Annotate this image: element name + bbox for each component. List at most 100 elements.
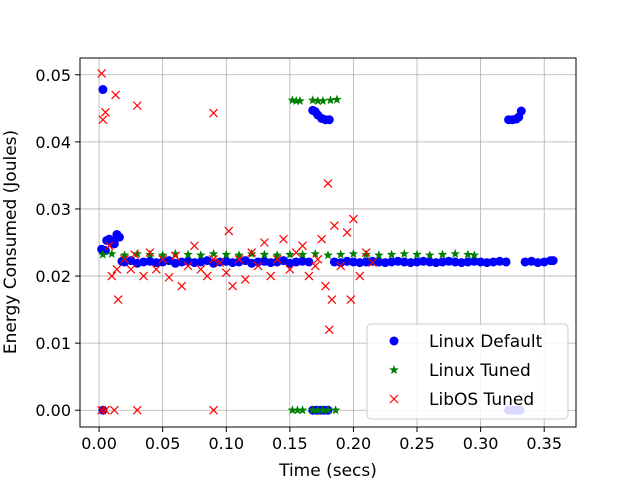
y-axis-label: Energy Consumed (Joules) xyxy=(1,130,21,354)
data-point xyxy=(259,249,270,259)
data-point xyxy=(335,249,346,259)
data-point xyxy=(368,258,377,268)
data-point xyxy=(240,274,250,284)
legend-item: Linux Default xyxy=(389,332,543,352)
data-point xyxy=(298,241,307,251)
data-point xyxy=(98,249,108,259)
data-point xyxy=(132,101,142,111)
data-point xyxy=(374,250,384,260)
data-point xyxy=(101,405,110,415)
data-point xyxy=(304,271,314,281)
y-tick-label: 0.01 xyxy=(35,334,71,353)
legend-item: LibOS Tuned xyxy=(389,390,534,410)
data-point xyxy=(247,248,257,257)
data-point xyxy=(208,248,219,258)
x-tick-label: 0.30 xyxy=(463,434,499,453)
data-point xyxy=(463,249,473,259)
data-point xyxy=(130,250,140,260)
data-point xyxy=(323,250,333,260)
data-point xyxy=(291,95,301,105)
data-point xyxy=(157,250,168,260)
data-point xyxy=(183,261,193,271)
data-point xyxy=(132,248,142,258)
data-point xyxy=(295,95,305,105)
data-point xyxy=(297,405,308,415)
data-point xyxy=(313,95,323,105)
data-point xyxy=(318,405,328,415)
data-point xyxy=(285,249,295,259)
data-point xyxy=(246,248,257,258)
x-tick-label: 0.25 xyxy=(399,434,435,453)
x-tick-label: 0.15 xyxy=(272,434,308,453)
data-point xyxy=(209,254,218,264)
legend-marker xyxy=(389,365,399,375)
data-point xyxy=(221,249,232,259)
x-tick-label: 0.00 xyxy=(81,434,117,453)
legend-marker xyxy=(389,336,399,346)
series-linux-default xyxy=(97,85,558,415)
data-point xyxy=(139,271,149,281)
data-point xyxy=(501,257,511,267)
data-point xyxy=(151,264,161,274)
data-point xyxy=(177,281,187,291)
grid xyxy=(80,58,576,427)
data-point xyxy=(196,250,206,260)
data-point xyxy=(190,241,199,251)
data-point xyxy=(361,248,371,257)
data-point xyxy=(109,239,119,249)
data-point xyxy=(346,295,356,304)
data-point xyxy=(332,94,342,104)
data-point xyxy=(119,250,130,260)
data-point xyxy=(321,281,330,291)
data-point xyxy=(313,254,323,264)
data-point xyxy=(307,95,318,105)
data-point xyxy=(412,249,422,259)
legend-marker xyxy=(389,394,399,404)
data-point xyxy=(202,271,212,281)
legend-label: LibOS Tuned xyxy=(429,390,534,410)
data-point xyxy=(327,295,337,304)
legend-item: Linux Tuned xyxy=(389,361,531,381)
data-point xyxy=(111,90,121,100)
y-tick-label: 0.02 xyxy=(35,267,71,286)
data-point xyxy=(107,248,117,258)
data-point xyxy=(469,250,480,260)
y-tick-label: 0.03 xyxy=(35,200,71,219)
plot-area xyxy=(97,69,558,415)
data-point xyxy=(170,251,180,261)
data-point xyxy=(97,405,107,415)
data-point xyxy=(310,248,321,258)
data-point xyxy=(104,241,114,251)
data-point xyxy=(317,234,327,244)
data-point xyxy=(259,238,269,247)
data-point xyxy=(399,248,410,258)
data-point xyxy=(228,281,238,291)
data-point xyxy=(313,405,323,415)
x-tick-label: 0.35 xyxy=(526,434,562,453)
data-point xyxy=(342,228,352,237)
series-libos-tuned xyxy=(97,69,377,415)
data-point xyxy=(120,254,129,264)
data-point xyxy=(287,405,298,415)
data-point xyxy=(266,271,276,281)
data-point xyxy=(279,234,288,244)
data-point xyxy=(329,221,339,231)
data-point xyxy=(253,261,263,271)
data-point xyxy=(424,250,435,260)
data-point xyxy=(348,248,359,258)
data-point xyxy=(325,95,336,105)
y-tick-label: 0.04 xyxy=(35,133,71,152)
x-tick-label: 0.05 xyxy=(145,434,181,453)
data-point xyxy=(272,250,282,260)
data-point xyxy=(336,261,346,271)
data-point xyxy=(304,257,314,267)
data-point xyxy=(437,249,448,259)
data-point xyxy=(101,107,110,117)
data-point xyxy=(98,115,108,125)
data-point xyxy=(221,268,231,278)
data-point xyxy=(234,250,244,260)
data-point xyxy=(516,106,526,116)
data-point xyxy=(170,248,181,258)
data-point xyxy=(450,248,460,258)
